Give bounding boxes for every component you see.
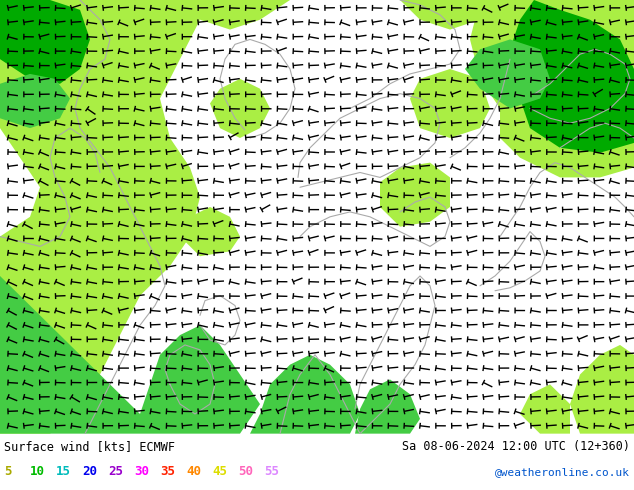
Text: 40: 40 (186, 466, 201, 478)
Polygon shape (0, 74, 70, 128)
Text: 25: 25 (108, 466, 123, 478)
Text: 5: 5 (4, 466, 11, 478)
Polygon shape (180, 207, 240, 256)
Text: 35: 35 (160, 466, 175, 478)
Text: Surface wind [kts] ECMWF: Surface wind [kts] ECMWF (4, 440, 175, 453)
Polygon shape (0, 0, 90, 84)
Polygon shape (160, 0, 290, 29)
Polygon shape (470, 0, 634, 177)
Polygon shape (355, 379, 420, 434)
Polygon shape (570, 345, 634, 434)
Text: Sa 08-06-2024 12:00 UTC (12+360): Sa 08-06-2024 12:00 UTC (12+360) (402, 440, 630, 453)
Polygon shape (410, 69, 490, 138)
Polygon shape (465, 39, 550, 108)
Polygon shape (250, 355, 360, 434)
Polygon shape (380, 163, 450, 227)
Polygon shape (510, 0, 634, 153)
Text: 55: 55 (264, 466, 279, 478)
Polygon shape (0, 276, 140, 434)
Text: 15: 15 (56, 466, 71, 478)
Text: @weatheronline.co.uk: @weatheronline.co.uk (495, 467, 630, 477)
Text: 60: 60 (290, 466, 305, 478)
Text: 20: 20 (82, 466, 97, 478)
Text: 50: 50 (238, 466, 253, 478)
Polygon shape (400, 0, 520, 29)
Text: 10: 10 (30, 466, 45, 478)
Polygon shape (0, 0, 200, 434)
Polygon shape (520, 384, 570, 434)
Polygon shape (140, 325, 260, 434)
Text: 45: 45 (212, 466, 227, 478)
Polygon shape (210, 79, 270, 138)
Text: 30: 30 (134, 466, 149, 478)
